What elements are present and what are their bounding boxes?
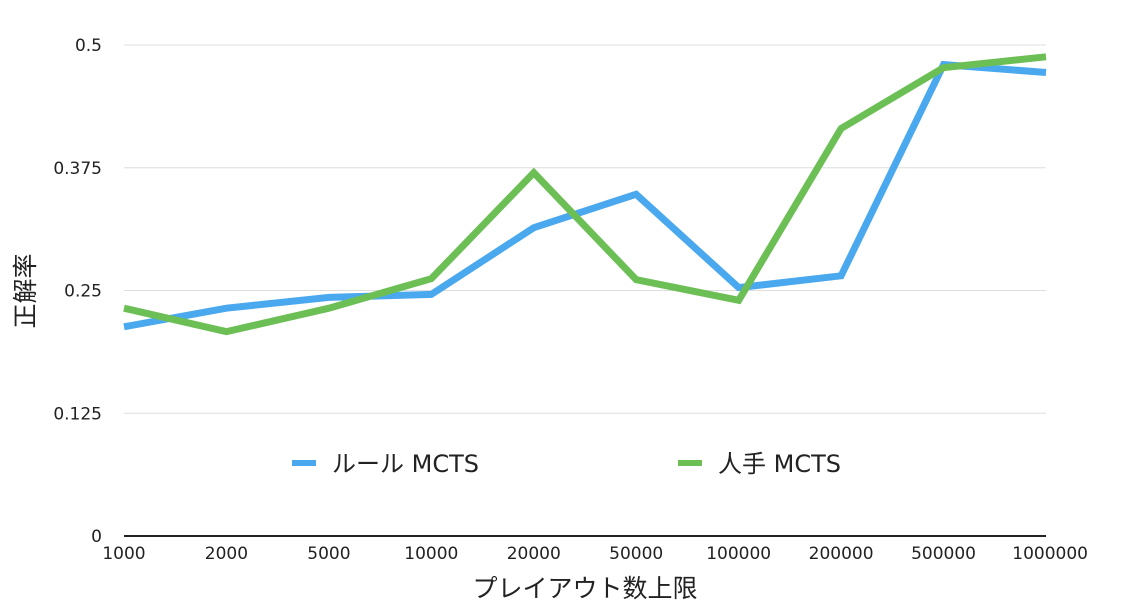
legend-label: ルール MCTS [332, 450, 479, 478]
x-tick-label: 2000 [205, 544, 248, 564]
x-tick-label: 20000 [507, 544, 561, 564]
x-tick-label: 500000 [911, 544, 976, 564]
y-tick-labels: 0 0.125 0.25 0.375 0.5 [53, 36, 102, 547]
legend: ルール MCTS 人手 MCTS [292, 450, 841, 478]
x-tick-label: 10000 [404, 544, 458, 564]
x-tick-label: 5000 [307, 544, 350, 564]
x-tick-label: 200000 [809, 544, 874, 564]
legend-label: 人手 MCTS [718, 450, 841, 478]
x-tick-label: 100000 [706, 544, 771, 564]
x-tick-label: 1000 [102, 544, 145, 564]
series-line-1 [123, 53, 1047, 336]
x-axis-title: プレイアウト数上限 [472, 574, 697, 603]
series-lines [123, 53, 1047, 336]
y-axis-title: 正解率 [11, 253, 40, 328]
y-tick-label: 0.25 [64, 282, 102, 302]
y-tick-label: 0.5 [75, 36, 102, 56]
x-tick-label: 1000000 [1012, 544, 1088, 564]
gridlines [124, 44, 1046, 414]
y-tick-label: 0 [91, 527, 102, 547]
y-tick-label: 0.375 [53, 159, 102, 179]
x-tick-labels: 1000 2000 5000 10000 20000 50000 100000 200000 5… [102, 544, 1088, 564]
y-tick-label: 0.125 [53, 404, 102, 424]
x-tick-label: 50000 [609, 544, 663, 564]
series-line-0 [123, 60, 1047, 331]
